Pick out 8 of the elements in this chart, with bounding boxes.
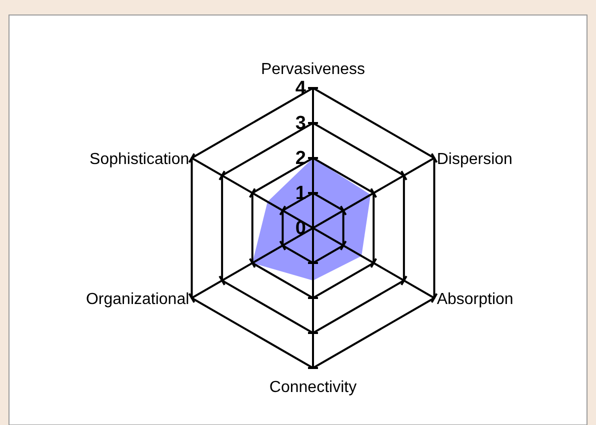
y-tick-label: 3 [295, 113, 306, 134]
spoke-label: Sophistication [90, 151, 190, 168]
spoke-label: Connectivity [269, 379, 357, 396]
spoke-label: Pervasiveness [260, 61, 366, 78]
spoke-label: Dispersion [436, 151, 512, 168]
spoke-label: Organizational [86, 291, 190, 308]
y-tick-label: 4 [295, 78, 306, 99]
spoke-label: Absorption [436, 291, 514, 308]
